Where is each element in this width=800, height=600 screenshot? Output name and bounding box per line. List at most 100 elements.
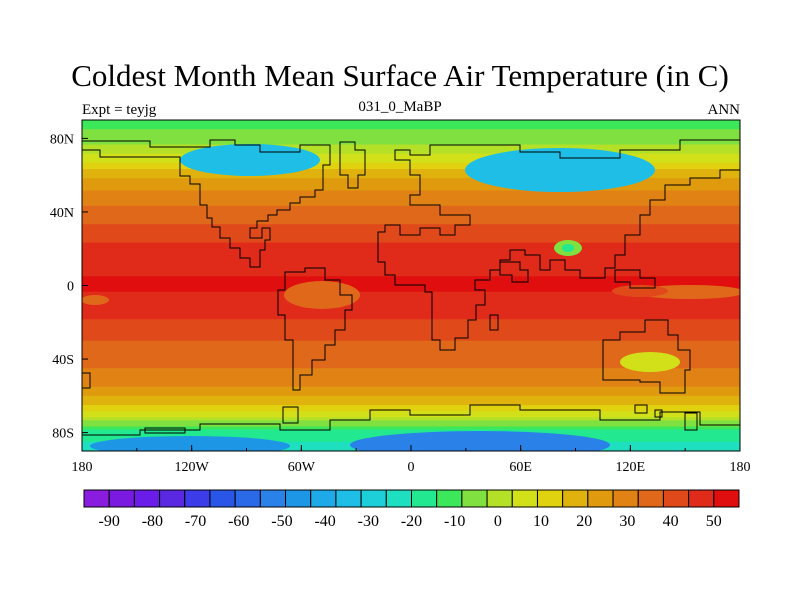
coastlines xyxy=(82,139,740,436)
temperature-band xyxy=(82,371,740,375)
temperature-band xyxy=(82,300,740,305)
temperature-band xyxy=(82,132,740,136)
temperature-band xyxy=(82,218,740,222)
temperature-band xyxy=(82,386,740,391)
x-tick-label: 180 xyxy=(72,460,93,475)
temperature-band xyxy=(82,401,740,406)
colorbar-swatch xyxy=(234,489,261,508)
temperature-band xyxy=(82,141,740,146)
colorbar-swatch xyxy=(335,489,362,508)
colorbar-swatch xyxy=(411,489,438,508)
colorbar-label: 30 xyxy=(619,513,635,530)
colorbar: -90 -80 -70 -60 -50 -40 -30 -20 -10 0 10 20 30 40 50 xyxy=(83,489,740,530)
colorbar-swatch xyxy=(587,489,614,508)
temperature-band xyxy=(82,291,740,296)
temperature-band xyxy=(82,260,740,265)
temperature-band xyxy=(82,224,740,228)
coast-antarctica xyxy=(82,404,740,436)
temperature-band xyxy=(82,205,740,210)
antarctic-core-west xyxy=(90,436,290,451)
temperature-band xyxy=(82,242,740,247)
temperature-band xyxy=(82,147,740,152)
y-tick-label: 0 xyxy=(67,280,74,295)
temperature-band xyxy=(82,285,740,290)
temperature-band xyxy=(82,239,740,244)
colorbar-label: -80 xyxy=(142,513,163,530)
coast-south-america xyxy=(277,267,353,391)
temperature-band xyxy=(82,156,740,161)
temperature-band xyxy=(82,251,740,256)
x-tick-label: 180 xyxy=(730,460,751,475)
coast-eurasia-africa xyxy=(377,139,740,351)
temperature-band xyxy=(82,380,740,385)
colorbar-label: -10 xyxy=(444,513,465,530)
temperature-band xyxy=(82,316,740,320)
experiment-label: Expt = teyjg xyxy=(82,102,157,118)
season-label: ANN xyxy=(707,102,741,118)
coast-madagascar xyxy=(489,314,499,331)
plot-title: Coldest Month Mean Surface Air Temperatu… xyxy=(71,58,729,93)
y-tick-label: 40S xyxy=(52,353,74,368)
colorbar-label: 50 xyxy=(706,513,722,530)
colorbar-swatch xyxy=(536,489,564,508)
temperature-band xyxy=(82,334,740,339)
temperature-band xyxy=(82,181,740,185)
temperature-band xyxy=(82,352,740,357)
colorbar-swatch xyxy=(662,489,690,508)
temperature-band xyxy=(82,343,740,348)
temperature-band xyxy=(82,383,740,388)
temperature-band xyxy=(82,328,740,333)
temperature-band xyxy=(82,208,740,213)
indonesia-warm-core xyxy=(612,285,668,297)
temperature-band xyxy=(82,264,740,268)
temperature-band xyxy=(82,187,740,192)
temperature-band xyxy=(82,389,740,394)
temperature-band xyxy=(82,377,740,382)
temperature-band xyxy=(82,159,740,164)
coast-antarctic-peninsula xyxy=(144,406,299,434)
colorbar-swatch xyxy=(486,489,513,508)
temperature-band xyxy=(82,175,740,179)
temperature-band xyxy=(82,355,740,360)
temperature-band xyxy=(82,211,740,216)
colorbar-swatch xyxy=(713,489,740,508)
temperature-band xyxy=(82,313,740,317)
coast-arabia xyxy=(499,261,529,283)
temperature-band xyxy=(82,230,740,234)
temperature-band xyxy=(82,395,740,400)
temperature-band xyxy=(82,426,740,431)
temperature-band xyxy=(82,276,740,280)
colorbar-label: -40 xyxy=(314,513,335,530)
siberia-cold xyxy=(465,148,655,192)
colorbar-label: 40 xyxy=(663,513,679,530)
colorbar-swatch xyxy=(83,489,110,508)
colorbar-label: -60 xyxy=(228,513,249,530)
temperature-band xyxy=(82,190,740,195)
temperature-band xyxy=(82,398,740,403)
colorbar-label: -20 xyxy=(401,513,422,530)
colorbar-swatch xyxy=(285,489,312,508)
temperature-band xyxy=(82,279,740,284)
temperature-band xyxy=(82,120,740,124)
coast-north-america xyxy=(82,139,331,268)
x-tick-label: 60E xyxy=(509,460,532,475)
temperature-band xyxy=(82,257,740,262)
temperature-band xyxy=(82,150,740,155)
colorbar-label: 0 xyxy=(494,513,502,530)
australia-inland xyxy=(620,352,680,372)
temperature-band xyxy=(82,267,740,271)
y-tick-label: 80N xyxy=(50,132,74,147)
temperature-band xyxy=(82,162,740,167)
temperature-band xyxy=(82,138,740,143)
coast-australia xyxy=(602,319,691,394)
temperature-band xyxy=(82,153,740,158)
coast-alaska-islands xyxy=(82,372,91,389)
coast-tasmania-nz xyxy=(634,404,698,431)
colorbar-swatch xyxy=(133,489,161,508)
time-label: 031_0_MaBP xyxy=(358,99,442,115)
temperature-band xyxy=(82,362,740,366)
temperature-band xyxy=(82,215,740,219)
temperature-band xyxy=(82,282,740,287)
temperature-field xyxy=(82,120,740,451)
temperature-band xyxy=(82,288,740,293)
